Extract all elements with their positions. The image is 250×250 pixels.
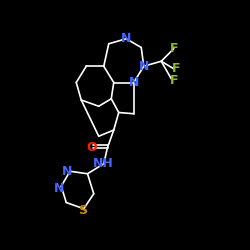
Text: O: O	[86, 141, 97, 154]
Text: N: N	[128, 76, 139, 89]
Text: F: F	[170, 42, 178, 55]
Text: F: F	[170, 74, 178, 86]
Text: N: N	[121, 32, 132, 45]
Text: F: F	[172, 62, 180, 75]
Text: N: N	[138, 60, 149, 73]
Text: N: N	[62, 165, 73, 178]
Text: S: S	[78, 204, 87, 216]
Text: NH: NH	[94, 157, 114, 170]
Text: N: N	[54, 182, 64, 195]
